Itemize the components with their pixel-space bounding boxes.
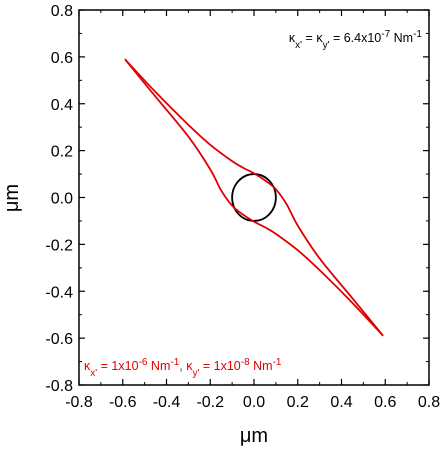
y-tick-label: -0.6 — [45, 331, 73, 348]
y-tick-label: 0.4 — [51, 97, 73, 114]
x-tick-label: 0.8 — [418, 394, 440, 411]
y-tick-label: -0.2 — [45, 237, 73, 254]
series-line-lower-branch — [124, 58, 384, 337]
y-tick-label: 0.8 — [51, 3, 73, 20]
axis-ticks — [78, 9, 430, 386]
x-tick-label: 0.2 — [287, 394, 309, 411]
x-axis-title: μm — [240, 425, 268, 447]
x-tick-label: -0.6 — [109, 394, 137, 411]
x-tick-label: 0.6 — [374, 394, 396, 411]
series-circle — [231, 173, 277, 222]
y-tick-label: 0.2 — [51, 144, 73, 161]
y-tick-label: 0.0 — [51, 191, 73, 208]
x-tick-label: -0.2 — [196, 394, 224, 411]
y-tick-label: 0.6 — [51, 50, 73, 67]
annotation-black: κx' = κy' = 6.4x10-7 Nm-1 — [289, 29, 423, 51]
x-tick-labels: -0.8 -0.6 -0.4 -0.2 0.0 0.2 0.4 0.6 0.8 — [65, 394, 440, 411]
annotation-red: κx' = 1x10-6 Nm-1, κy' = 1x10-8 Nm-1 — [84, 357, 282, 379]
x-tick-label: 0.0 — [243, 394, 265, 411]
y-tick-labels: -0.8 -0.6 -0.4 -0.2 0.0 0.2 0.4 0.6 0.8 — [45, 3, 73, 395]
series-line-upper-branch — [124, 58, 384, 337]
y-tick-label: -0.8 — [45, 378, 73, 395]
y-axis-title: μm — [1, 184, 23, 212]
x-tick-label: -0.4 — [153, 394, 181, 411]
x-tick-label: -0.8 — [65, 394, 93, 411]
x-tick-label: 0.4 — [330, 394, 352, 411]
series-layer — [124, 58, 384, 337]
y-tick-label: -0.4 — [45, 284, 73, 301]
